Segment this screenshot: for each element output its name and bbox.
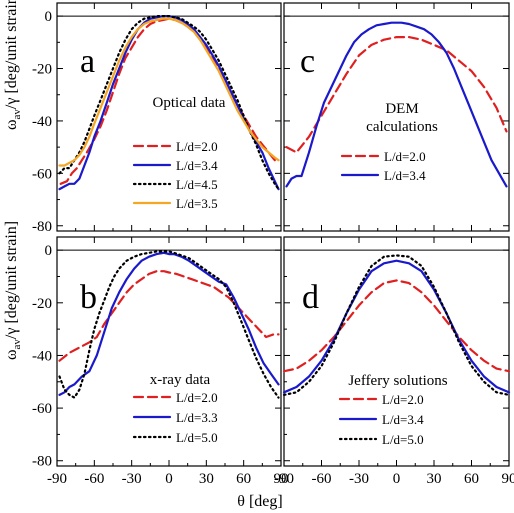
legend-label: L/d=3.4 bbox=[176, 158, 218, 173]
y-axis-label-lower: ωav/γ [deg/unit strain] bbox=[3, 221, 23, 360]
legend-label: L/d=2.0 bbox=[384, 149, 426, 164]
series-line-l-d-3-3 bbox=[58, 251, 280, 396]
panels-layer: 0 -20 -40 -60 -80 a Optical data L/d=2.0 L/d=3.4… bbox=[32, 2, 514, 487]
legend-label: L/d=3.4 bbox=[382, 412, 424, 427]
y-tick-label: -60 bbox=[32, 166, 52, 182]
legend-label: L/d=2.0 bbox=[176, 390, 218, 405]
panel-title: DEM bbox=[385, 101, 418, 117]
panel-b: -90 -60 -30 0 30 60 90 0 -20 -40 -60 -80 b x-ray data… bbox=[32, 236, 289, 487]
panel-title: x-ray data bbox=[150, 372, 211, 388]
y-tick-label: -20 bbox=[32, 62, 52, 78]
panel-frame bbox=[56, 236, 282, 467]
panel-label: d bbox=[302, 279, 319, 316]
x-tick-label: 0 bbox=[393, 471, 401, 487]
panel-frame bbox=[56, 2, 282, 232]
panel-title: Optical data bbox=[153, 95, 226, 111]
x-tick-label: 60 bbox=[464, 471, 479, 487]
gamma-symbol: γ bbox=[3, 98, 20, 106]
series-line-l-d-3-4 bbox=[58, 15, 280, 191]
panel-label: b bbox=[80, 279, 97, 316]
y-tick-label: 0 bbox=[45, 9, 53, 25]
panel-label: c bbox=[300, 43, 315, 80]
series-line-l-d-3-5 bbox=[58, 17, 280, 167]
panel-label: a bbox=[80, 43, 95, 80]
x-tick-label: -90 bbox=[47, 471, 67, 487]
y-axis-label-upper: ωav/γ [deg/unit strain] bbox=[3, 0, 23, 130]
legend-label: L/d=2.0 bbox=[382, 392, 424, 407]
panel-title: Jeffery solutions bbox=[348, 373, 447, 389]
panel-d: -90 -60 -30 0 30 60 90 d Jeffery solutions L/d=2.… bbox=[274, 236, 514, 487]
legend-label: L/d=5.0 bbox=[176, 430, 218, 445]
slash-symbol: / bbox=[3, 104, 20, 109]
unit-text: [deg/unit strain] bbox=[3, 221, 20, 328]
x-tick-label: -60 bbox=[84, 471, 104, 487]
omega-symbol: ω bbox=[3, 349, 20, 360]
series-line-l-d-3-4 bbox=[285, 21, 508, 188]
y-tick-label: -80 bbox=[32, 454, 52, 470]
series-line-l-d-5-0 bbox=[58, 250, 280, 399]
y-tick-label: -80 bbox=[32, 219, 52, 235]
av-subscript: av bbox=[11, 339, 23, 350]
x-tick-label: -30 bbox=[122, 471, 142, 487]
y-tick-label: -60 bbox=[32, 401, 52, 417]
series-line-l-d-2-0 bbox=[285, 36, 508, 154]
x-tick-label: 30 bbox=[427, 471, 442, 487]
series-line-l-d-5-0 bbox=[282, 254, 511, 396]
x-tick-label: 90 bbox=[502, 471, 514, 487]
x-tick-label: 60 bbox=[236, 471, 251, 487]
x-axis-label: θ [deg] bbox=[237, 493, 282, 510]
legend-label: L/d=5.0 bbox=[382, 432, 424, 447]
x-tick-label: 90 bbox=[274, 471, 289, 487]
y-tick-label: -40 bbox=[32, 114, 52, 130]
x-tick-label: -30 bbox=[349, 471, 369, 487]
legend-label: L/d=2.0 bbox=[176, 139, 218, 154]
av-subscript: av bbox=[11, 109, 23, 120]
series-line-l-d-2-0 bbox=[282, 279, 511, 373]
panel-c: c DEM calculations L/d=2.0 L/d=3.4 bbox=[283, 2, 510, 232]
panel-title: calculations bbox=[366, 119, 438, 135]
series-line-l-d-3-4 bbox=[282, 259, 511, 394]
x-tick-label: 30 bbox=[199, 471, 214, 487]
slash-symbol: / bbox=[3, 334, 20, 339]
legend-label: L/d=3.5 bbox=[176, 196, 218, 211]
legend-label: L/d=3.4 bbox=[384, 168, 426, 183]
y-tick-label: -20 bbox=[32, 296, 52, 312]
y-tick-label: 0 bbox=[45, 243, 53, 259]
gamma-symbol: γ bbox=[3, 328, 20, 336]
panel-a: 0 -20 -40 -60 -80 a Optical data L/d=2.0 L/d=3.4… bbox=[32, 2, 282, 235]
y-tick-label: -40 bbox=[32, 348, 52, 364]
x-tick-label: 0 bbox=[165, 471, 173, 487]
unit-text: [deg/unit strain] bbox=[3, 0, 20, 98]
legend-label: L/d=4.5 bbox=[176, 177, 218, 192]
omega-symbol: ω bbox=[3, 119, 20, 130]
x-tick-label: -90 bbox=[274, 471, 294, 487]
legend-label: L/d=3.3 bbox=[176, 410, 218, 425]
series-line-l-d-2-0 bbox=[58, 270, 280, 362]
x-tick-label: -60 bbox=[312, 471, 332, 487]
